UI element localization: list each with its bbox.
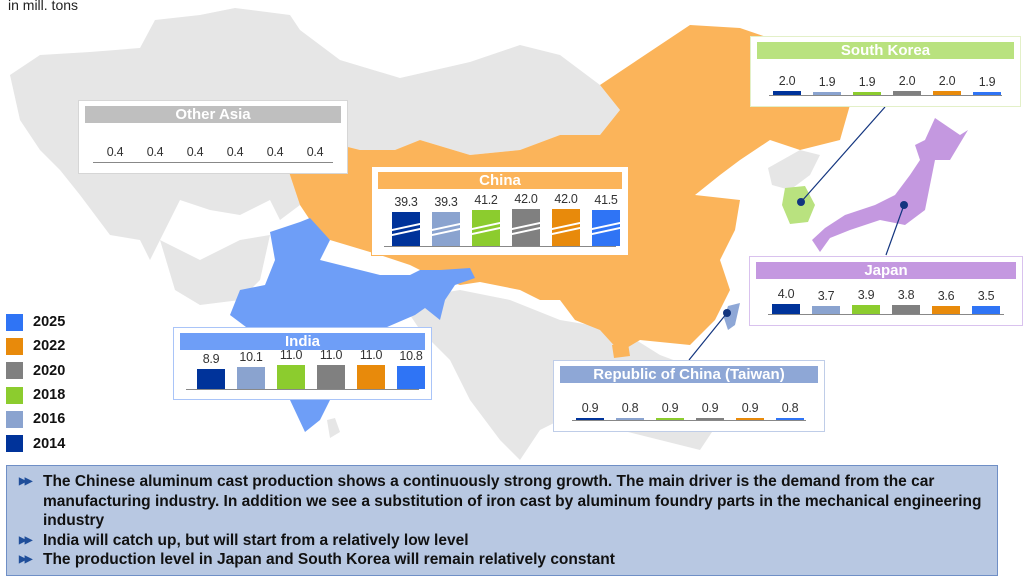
bar-2014: 8.9 [197,352,225,389]
double-arrow-icon: ▶▶ [19,476,32,487]
legend-item-2018: 2018 [6,383,65,407]
bar-2018: 1.9 [853,75,881,95]
bar-2025: 1.9 [973,75,1001,95]
bar-2025: 0.8 [776,401,804,420]
legend-item-2022: 2022 [6,334,65,358]
panel-taiwan: Republic of China (Taiwan) 0.9 0.8 0.9 0… [553,360,825,432]
bar-2022: 0.9 [736,401,764,420]
bar-2016: 39.3 [431,195,461,246]
bar-2014: 4.0 [772,287,800,314]
bar-2018: 0.9 [656,401,684,420]
panel-title: South Korea [757,42,1014,59]
note-item: ▶▶ The Chinese aluminum cast production … [19,473,982,529]
leader-line-korea [800,106,886,203]
bar-2022: 2.0 [933,74,961,95]
panel-china: China 39.3 39.3 41.2 42.0 42.0 41.5 [371,166,629,256]
bar-2016: 10.1 [237,350,265,389]
bar-2020: 0.9 [696,401,724,420]
legend: 2025 2022 2020 2018 2016 2014 [6,310,65,456]
panel-title: Other Asia [85,106,341,123]
bar-2020: 3.8 [892,288,920,314]
bar-2014: 39.3 [391,195,421,246]
legend-item-2016: 2016 [6,407,65,431]
bar-2014: 2.0 [773,74,801,95]
bar-2014: 0.9 [576,401,604,420]
panel-japan: Japan 4.0 3.7 3.9 3.8 3.6 3.5 [749,256,1023,326]
bar-2018: 41.2 [471,193,501,246]
bar-2022: 42.0 [551,192,581,246]
double-arrow-icon: ▶▶ [19,534,32,546]
unit-label: in mill. tons [8,0,79,13]
panel-title: Japan [756,262,1016,279]
bar-2016: 0.8 [616,401,644,420]
panel-title: Republic of China (Taiwan) [560,366,818,383]
bar-2025: 10.8 [397,349,425,389]
panel-title: India [180,333,425,350]
bar-2018: 3.9 [852,288,880,314]
bar-2025: 3.5 [972,289,1000,314]
panel-other-asia: Other Asia 0.4 0.4 0.4 0.4 0.4 0.4 [78,100,348,174]
bar-2025: 41.5 [591,193,621,246]
bar-2022: 3.6 [932,289,960,314]
note-item: ▶▶ India will catch up, but will start f… [19,531,469,549]
bar-2020: 2.0 [893,74,921,95]
legend-item-2025: 2025 [6,310,65,334]
panel-india: India 8.9 10.1 11.0 11.0 11.0 10.8 [173,327,432,400]
notes-box: ▶▶ The Chinese aluminum cast production … [6,465,998,576]
bar-2022: 11.0 [357,348,385,389]
panel-south-korea: South Korea 2.0 1.9 1.9 2.0 2.0 1.9 [750,36,1021,107]
map-region-japan [812,118,968,252]
bar-2020: 42.0 [511,192,541,246]
bar-2020: 11.0 [317,348,345,389]
panel-title: China [378,172,622,189]
legend-item-2014: 2014 [6,431,65,455]
double-arrow-icon: ▶▶ [19,554,32,565]
bar-2016: 1.9 [813,75,841,95]
bar-2016: 3.7 [812,289,840,314]
bar-2018: 11.0 [277,348,305,389]
legend-item-2020: 2020 [6,359,65,383]
leader-line-taiwan [688,312,728,361]
note-item: ▶▶ The production level in Japan and Sou… [19,551,615,568]
leader-line-japan [885,204,905,256]
